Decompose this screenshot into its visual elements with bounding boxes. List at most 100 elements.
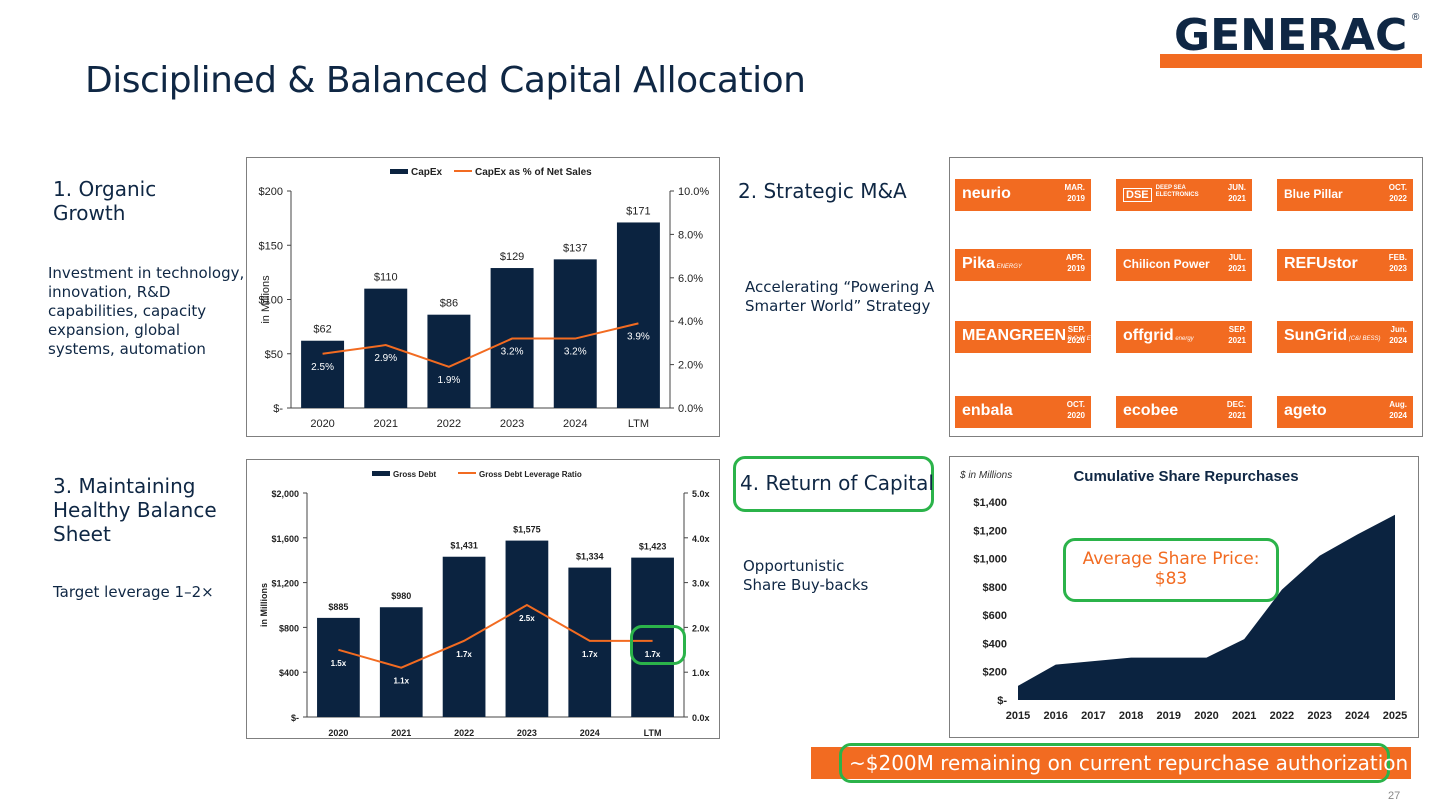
acquisition-tile: Pika ENERGY APR. 2019 — [955, 249, 1091, 281]
acquisition-name: enbala — [962, 402, 1013, 420]
acquisition-tile: ecobee DEC. 2021 — [1116, 396, 1252, 428]
x-tick-label: 2019 — [1157, 710, 1181, 722]
x-tick-label: 2020 — [328, 728, 348, 738]
y2-tick-label: 0.0x — [692, 713, 710, 723]
legend-bar-label: CapEx — [411, 167, 443, 178]
ratio-point-label: 1.7x — [645, 650, 661, 659]
legend-bar-label: Gross Debt — [393, 470, 436, 479]
repurchase-area — [1018, 514, 1395, 700]
acquisition-tile: REFUstor FEB. 2023 — [1277, 249, 1413, 281]
ratio-point-label: 3.2% — [501, 347, 524, 358]
ratio-point-label: 2.9% — [374, 353, 397, 364]
gross-debt-chart-panel: Gross Debt Gross Debt Leverage Ratio $- $40… — [246, 459, 720, 739]
acquisition-name-text: DEEP SEA ELECTRONICS — [1155, 185, 1199, 198]
acquisition-date: Jun. 2024 — [1389, 324, 1407, 346]
acquisition-name-text: Blue Pillar — [1284, 187, 1343, 201]
y-tick-label: $400 — [983, 638, 1007, 650]
bar-value-label: $1,575 — [513, 525, 541, 535]
bar-value-label: $110 — [374, 272, 398, 284]
bar-value-label: $980 — [391, 591, 411, 601]
logo-registered-mark: ® — [1412, 12, 1420, 23]
acquisition-subtitle: (C&I BESS) — [1347, 336, 1381, 342]
y-tick-label: $- — [291, 713, 299, 723]
bar-value-label: $137 — [563, 242, 587, 254]
legend-bar-swatch — [372, 471, 390, 476]
acquisition-name-text: neurio — [962, 185, 1011, 202]
acquisition-tile: MEANGREEN P O W E R SEP. 2020 — [955, 321, 1097, 353]
acquisition-subtitle: P O W E R — [1066, 336, 1097, 342]
capex-chart-panel: CapEx CapEx as % of Net Sales $- $50 $100 $15… — [246, 157, 720, 437]
x-tick-label: 2025 — [1383, 710, 1407, 722]
acquisition-date: Aug. 2024 — [1389, 399, 1407, 421]
acquisition-name: Chilicon Power — [1123, 255, 1210, 273]
logo-bar — [1160, 54, 1422, 68]
return-of-capital-body: Opportunistic Share Buy-backs — [743, 557, 869, 594]
y-tick-label: $800 — [983, 582, 1007, 594]
ratio-point-label: 3.2% — [564, 347, 587, 358]
bar — [553, 259, 597, 408]
y-tick-label: $1,600 — [271, 534, 299, 544]
page-title: Disciplined & Balanced Capital Allocatio… — [85, 60, 806, 101]
bar-value-label: $1,334 — [576, 552, 604, 562]
y-tick-label: $1,000 — [973, 554, 1007, 566]
bar — [505, 540, 549, 717]
repurchase-chart: $ in Millions Cumulative Share Repurchase… — [959, 468, 1407, 722]
ratio-point-label: 1.1x — [393, 677, 409, 686]
x-tick-label: 2022 — [437, 418, 461, 430]
bar-value-label: $171 — [626, 205, 650, 217]
average-share-price-value: $83 — [1154, 569, 1188, 589]
target-leverage-text: Target leverage 1–2× — [53, 583, 214, 601]
ratio-point-label: 1.9% — [438, 375, 461, 386]
acquisition-name: Blue Pillar — [1284, 185, 1343, 203]
acquisition-month: JUN. — [1227, 183, 1246, 192]
bar — [317, 617, 360, 717]
remaining-authorization-highlight — [839, 743, 1390, 783]
x-tick-label: 2023 — [500, 418, 524, 430]
bar-value-label: $1,423 — [639, 542, 667, 552]
x-tick-label: 2022 — [1270, 710, 1294, 722]
acquisition-year: 2024 — [1389, 411, 1407, 420]
acquisition-name-text: offgrid — [1123, 327, 1174, 344]
acquisition-name-text: ecobee — [1123, 402, 1179, 419]
acquisition-month: Jun. — [1390, 325, 1407, 334]
remaining-authorization-banner: ~$200M remaining on current repurchase a… — [811, 743, 1411, 783]
organic-growth-heading: 1. Organic Growth — [53, 177, 157, 225]
acquisition-name-text: enbala — [962, 402, 1013, 419]
acquisition-date: JUL. 2021 — [1228, 252, 1246, 274]
acquisition-year: 2019 — [1067, 264, 1085, 273]
chart-title: Cumulative Share Repurchases — [1073, 468, 1298, 485]
acquisition-tile: offgrid energy SEP. 2021 — [1116, 321, 1252, 353]
acquisition-tile: Chilicon Power JUL. 2021 — [1116, 249, 1252, 281]
acquisition-month: OCT. — [1066, 400, 1085, 409]
x-tick-label: 2021 — [374, 418, 398, 430]
bar — [616, 222, 660, 408]
average-share-price-label: Average Share Price: — [1082, 549, 1260, 569]
acquisition-name-text: REFUstor — [1284, 255, 1358, 272]
y-tick-label: $2,000 — [271, 489, 299, 499]
y-tick-label: $600 — [983, 610, 1007, 622]
y2-tick-label: 2.0% — [678, 360, 703, 372]
acquisition-month: OCT. — [1388, 183, 1407, 192]
acquisition-name: neurio — [962, 185, 1011, 203]
bar — [442, 556, 486, 717]
y2-tick-label: 5.0x — [692, 489, 710, 499]
x-tick-label: 2018 — [1119, 710, 1143, 722]
x-tick-label: 2015 — [1006, 710, 1030, 722]
acquisition-name-text: SunGrid — [1284, 327, 1348, 344]
ratio-point-label: 1.7x — [456, 650, 472, 659]
strategic-ma-body: Accelerating “Powering A Smarter World” … — [745, 278, 935, 315]
legend-bar-swatch — [390, 169, 408, 174]
x-tick-label: 2024 — [580, 728, 600, 738]
acquisition-name-text: ageto — [1284, 402, 1327, 419]
acquisition-name: DSEDEEP SEA ELECTRONICS — [1123, 185, 1216, 203]
acquisition-date: OCT. 2022 — [1389, 182, 1407, 204]
acquisition-subtitle: energy — [1173, 336, 1194, 342]
y-tick-label: $- — [997, 695, 1007, 707]
bar-value-label: $1,431 — [450, 541, 478, 551]
acquisition-tile: SunGrid (C&I BESS) Jun. 2024 — [1277, 321, 1413, 353]
y-axis-label: $ in Millions — [959, 470, 1012, 481]
bar — [568, 567, 612, 717]
acquisition-year: 2021 — [1228, 264, 1246, 273]
y-axis-label: in Millions — [260, 275, 272, 324]
bar — [364, 288, 408, 408]
